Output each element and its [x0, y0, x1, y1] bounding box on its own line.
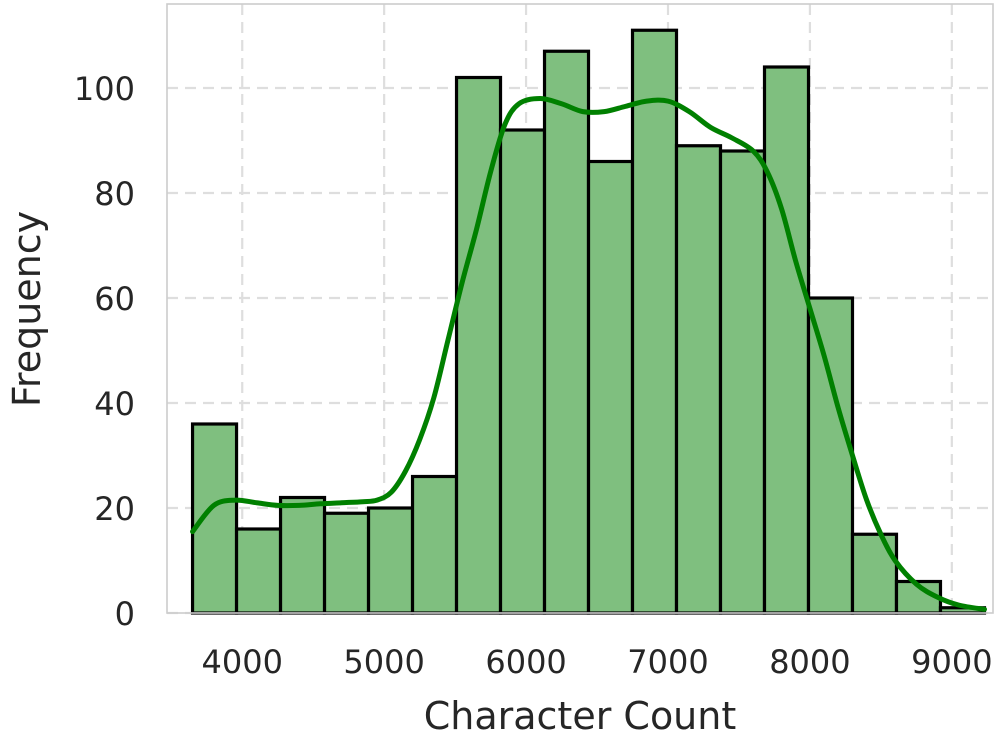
y-tick-label: 40: [94, 385, 135, 423]
histogram-bars: [190, 28, 987, 615]
x-tick-label: 9000: [911, 643, 992, 681]
histogram-bar: [762, 65, 811, 615]
y-tick-label: 20: [94, 490, 135, 528]
x-tick-label: 6000: [485, 643, 566, 681]
histogram-bar: [806, 296, 855, 615]
x-tick-label: 5000: [343, 643, 424, 681]
plot-frame: [166, 3, 994, 614]
x-tick-label: 8000: [769, 643, 850, 681]
y-tick-label: 100: [74, 70, 135, 108]
y-axis-title: Frequency: [5, 211, 49, 407]
histogram-bar: [410, 474, 459, 615]
y-tick-label: 80: [94, 175, 135, 213]
histogram-bar: [498, 128, 547, 615]
histogram-bar: [322, 511, 371, 615]
histogram-bar: [542, 49, 591, 615]
y-tick-label: 0: [115, 595, 135, 633]
y-tick-label: 60: [94, 280, 135, 318]
histogram-bar: [366, 506, 415, 615]
histogram-bar: [586, 159, 635, 615]
histogram-bar: [630, 28, 679, 615]
histogram-bar: [234, 527, 283, 615]
histogram-bar: [718, 149, 767, 615]
x-axis-ticks: 4000 5000 6000 7000 8000 9000: [202, 643, 993, 681]
x-axis-title: Character Count: [424, 694, 737, 738]
y-axis-ticks: 0 20 40 60 80 100: [74, 70, 135, 633]
kde-curve: [190, 96, 987, 612]
x-tick-label: 4000: [202, 643, 283, 681]
histogram-bar: [674, 144, 723, 615]
histogram-bar: [278, 495, 327, 615]
x-tick-label: 7000: [627, 643, 708, 681]
histogram-bar: [850, 532, 899, 615]
